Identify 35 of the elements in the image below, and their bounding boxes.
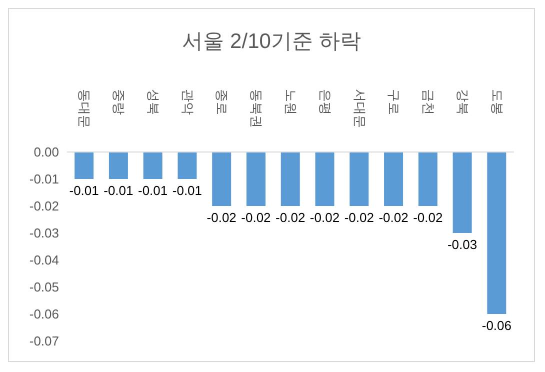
x-tick-label: 도봉 xyxy=(490,89,505,115)
x-tick-label: 동대문 xyxy=(77,89,92,128)
y-tick-label: -0.04 xyxy=(29,252,59,268)
data-label: -0.02 xyxy=(413,210,443,225)
x-tick-label: 노원 xyxy=(284,89,298,115)
data-label: -0.02 xyxy=(378,210,408,225)
data-label: -0.01 xyxy=(172,183,202,198)
data-label: -0.02 xyxy=(310,210,340,225)
data-label: -0.02 xyxy=(276,210,306,225)
x-tick-label: 은평 xyxy=(318,89,333,115)
x-tick-label: 관악 xyxy=(180,89,196,115)
data-label: -0.01 xyxy=(138,183,168,198)
y-tick-label: -0.05 xyxy=(29,280,59,295)
data-label: -0.01 xyxy=(104,183,134,198)
data-label: -0.02 xyxy=(241,210,271,225)
y-tick-label: -0.02 xyxy=(29,198,59,214)
data-label: -0.06 xyxy=(482,318,512,333)
y-tick-label: -0.03 xyxy=(29,226,59,241)
x-tick-label: 동북권 xyxy=(249,89,264,128)
x-tick-label: 금천 xyxy=(421,89,436,115)
data-label: -0.02 xyxy=(344,210,374,225)
chart-title: 서울 2/10기준 하락 xyxy=(181,29,362,55)
y-tick-label: -0.07 xyxy=(29,334,59,349)
data-label: -0.01 xyxy=(69,183,99,198)
y-tick-label: -0.06 xyxy=(29,306,59,322)
x-tick-label: 강북 xyxy=(455,89,470,115)
y-tick-label: 0.00 xyxy=(34,144,59,160)
x-tick-label: 종로 xyxy=(214,89,230,115)
data-label: -0.03 xyxy=(447,237,478,252)
x-tick-label: 구로 xyxy=(386,89,402,115)
data-label: -0.02 xyxy=(206,210,236,225)
x-tick-label: 서대문 xyxy=(352,89,368,128)
y-tick-label: -0.01 xyxy=(29,172,59,187)
x-tick-label: 성북 xyxy=(146,89,161,115)
x-tick-label: 중랑 xyxy=(112,89,127,115)
